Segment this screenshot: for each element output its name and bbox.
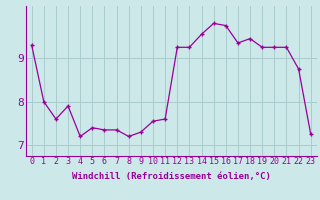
X-axis label: Windchill (Refroidissement éolien,°C): Windchill (Refroidissement éolien,°C): [72, 172, 271, 181]
